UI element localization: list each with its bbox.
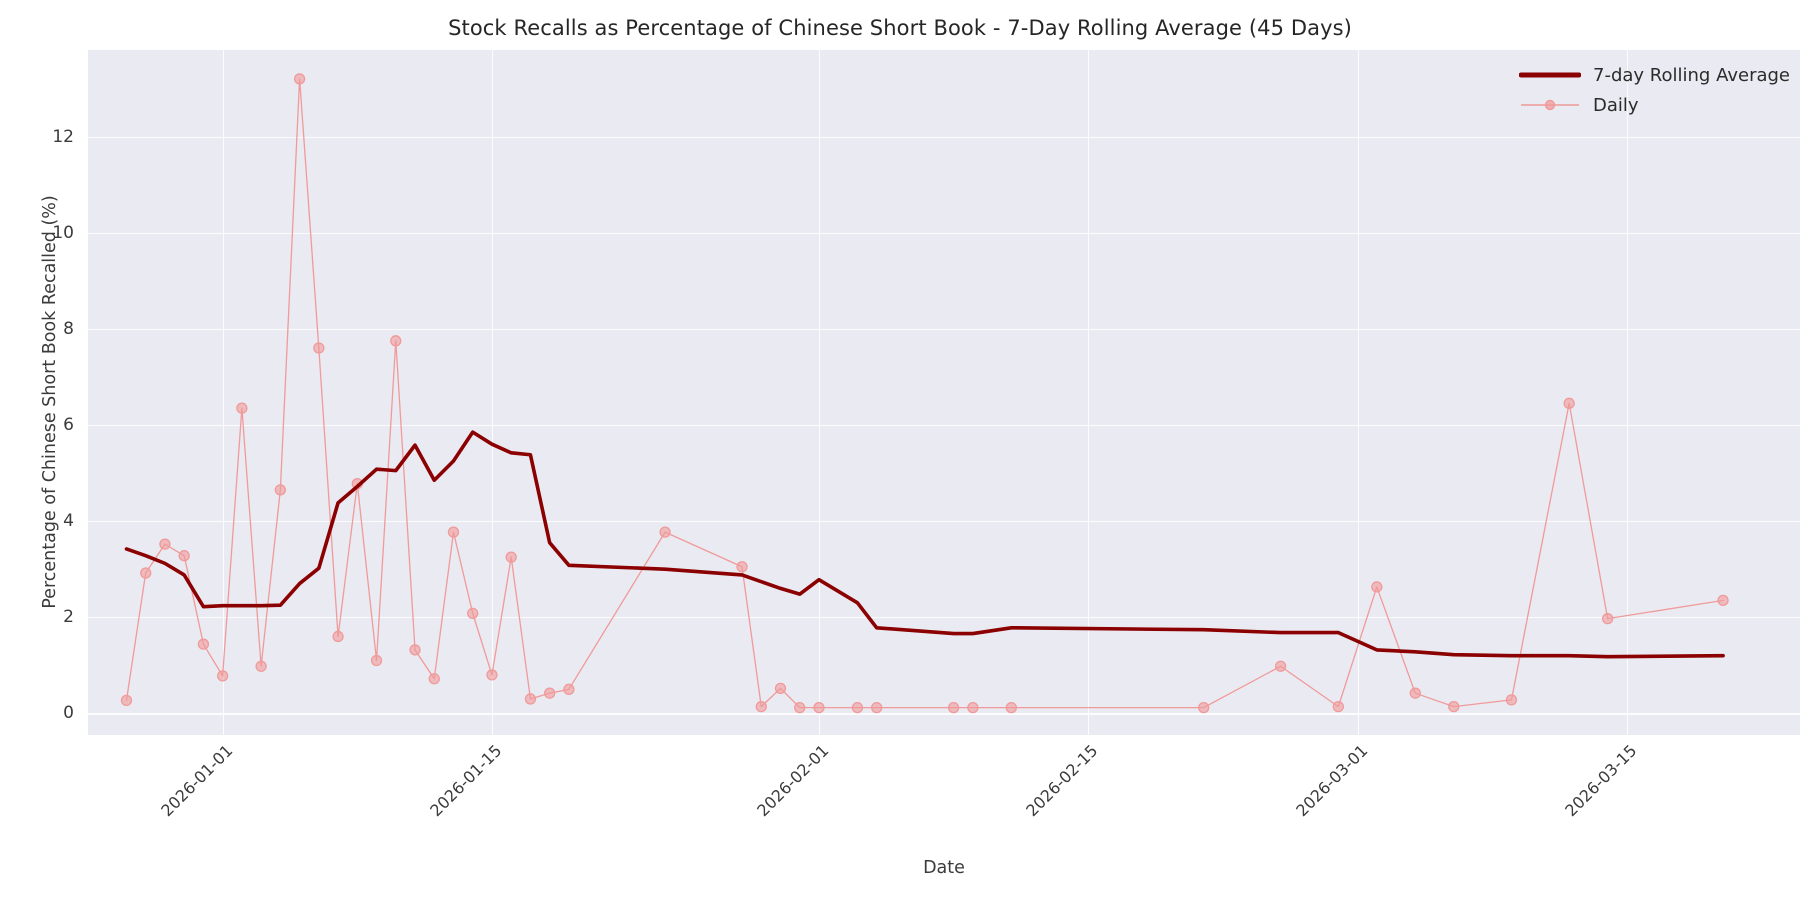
x-tick-label: 2026-03-15 (1561, 741, 1641, 821)
data-point-marker (774, 682, 787, 695)
data-point-marker (947, 701, 960, 714)
data-point-marker (140, 567, 152, 579)
legend-label-daily: Daily (1593, 94, 1639, 116)
data-point-marker (313, 342, 325, 354)
data-point-marker (813, 701, 825, 714)
chart-legend: 7-day Rolling Average Daily (1509, 58, 1798, 122)
x-tick-label: 2026-01-15 (426, 741, 506, 821)
data-point-marker (120, 694, 133, 707)
series-rolling-average (124, 430, 1725, 659)
data-point-marker (236, 402, 248, 414)
gridline-vertical (491, 50, 494, 735)
data-point-marker (1371, 581, 1383, 593)
data-point-marker (1005, 701, 1017, 714)
x-tick-label: 2026-01-01 (156, 741, 237, 821)
legend-swatch-daily (1519, 94, 1581, 116)
legend-swatch-rolling-average (1518, 64, 1582, 86)
data-point-marker (1717, 594, 1729, 607)
x-tick-label: 2026-02-01 (753, 741, 833, 821)
y-axis-label: Percentage of Chinese Short Book Recalle… (40, 195, 60, 609)
gridline-vertical (1626, 50, 1629, 735)
data-point-marker (659, 526, 671, 538)
gridline-horizontal (88, 521, 1800, 523)
gridline-horizontal (88, 232, 1800, 234)
data-point-marker (1198, 701, 1210, 714)
data-point-marker (255, 660, 267, 672)
data-point-marker (293, 73, 306, 85)
data-point-marker (871, 701, 883, 714)
gridline-vertical (222, 50, 224, 735)
data-point-marker (1601, 613, 1614, 625)
series-path (124, 430, 1725, 659)
data-point-marker (197, 638, 210, 650)
data-point-marker (1505, 694, 1518, 706)
data-point-marker (178, 550, 190, 562)
gridline-horizontal (88, 713, 1800, 715)
gridline-vertical (1088, 50, 1090, 735)
series-canvas (120, 73, 1729, 714)
data-point-marker (1409, 687, 1421, 699)
chart-title: Stock Recalls as Percentage of Chinese S… (448, 16, 1352, 40)
legend-item-rolling-average: 7-day Rolling Average (1518, 64, 1790, 86)
data-point-marker (159, 538, 171, 550)
data-point-marker (390, 335, 402, 347)
data-point-marker (1332, 700, 1344, 713)
data-point-marker (1274, 660, 1287, 672)
data-point-marker (563, 683, 575, 695)
data-point-marker (851, 701, 864, 714)
gridline-vertical (818, 50, 821, 735)
data-point-marker (794, 701, 806, 714)
x-tick-label: 2026-03-01 (1291, 741, 1371, 821)
data-point-marker (332, 630, 344, 643)
data-point-marker (486, 669, 498, 681)
plot-area: 7-day Rolling Average Daily (88, 50, 1800, 735)
gridline-vertical (1357, 50, 1359, 735)
data-point-marker (505, 551, 517, 563)
legend-label-rolling-average: 7-day Rolling Average (1593, 64, 1790, 86)
data-point-marker (544, 687, 556, 699)
gridline-horizontal (88, 136, 1800, 138)
data-point-marker (409, 644, 421, 656)
series-daily (120, 73, 1729, 714)
data-point-marker (370, 654, 383, 667)
legend-item-daily: Daily (1519, 94, 1790, 116)
x-tick-label: 2026-02-15 (1022, 741, 1102, 821)
series-path (125, 78, 1724, 709)
data-point-marker (736, 561, 748, 573)
data-point-marker (216, 670, 229, 682)
data-point-marker (524, 693, 537, 705)
data-point-marker (755, 700, 767, 713)
gridline-horizontal (88, 424, 1800, 427)
data-point-marker (428, 673, 440, 685)
data-point-marker (967, 701, 979, 714)
gridline-horizontal (88, 328, 1800, 330)
x-axis-ticks: 2026-01-01 2026-01-15 2026-02-01 2026-02-15… (88, 735, 1800, 865)
data-point-marker (274, 484, 287, 496)
data-point-marker (467, 607, 479, 620)
data-point-marker (447, 526, 460, 538)
gridline-horizontal (88, 617, 1800, 619)
x-axis-label: Date (923, 858, 965, 878)
data-point-marker (1448, 700, 1460, 713)
data-point-marker (1563, 397, 1575, 409)
